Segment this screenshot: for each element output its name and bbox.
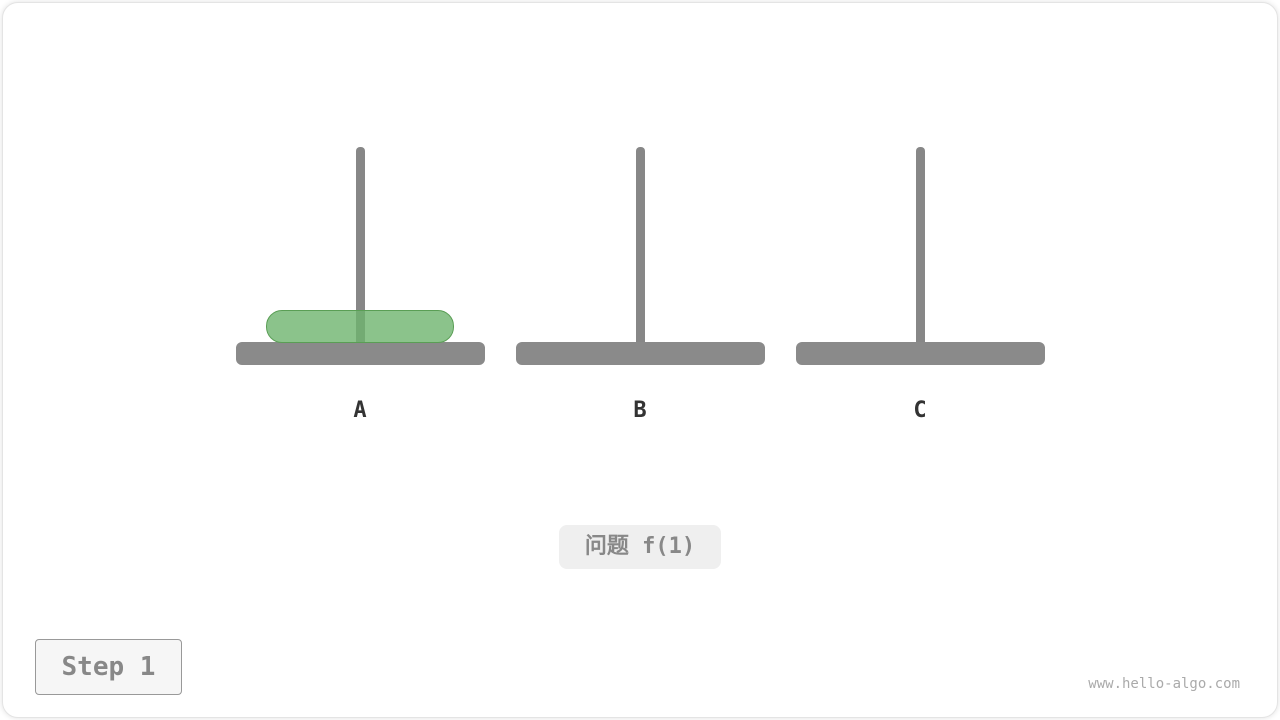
peg-b-rod (636, 147, 645, 347)
problem-label: 问题 f(1) (559, 525, 721, 569)
peg-a-label: A (353, 398, 367, 423)
peg-a-rod (356, 147, 365, 347)
peg-c-label: C (913, 398, 927, 423)
peg-b-base (516, 342, 765, 365)
step-indicator: Step 1 (35, 639, 182, 695)
disk-1 (266, 310, 454, 343)
peg-c-base (796, 342, 1045, 365)
peg-b-label: B (633, 398, 647, 423)
peg-c-rod (916, 147, 925, 347)
watermark: www.hello-algo.com (1088, 676, 1240, 692)
peg-a-base (236, 342, 485, 365)
